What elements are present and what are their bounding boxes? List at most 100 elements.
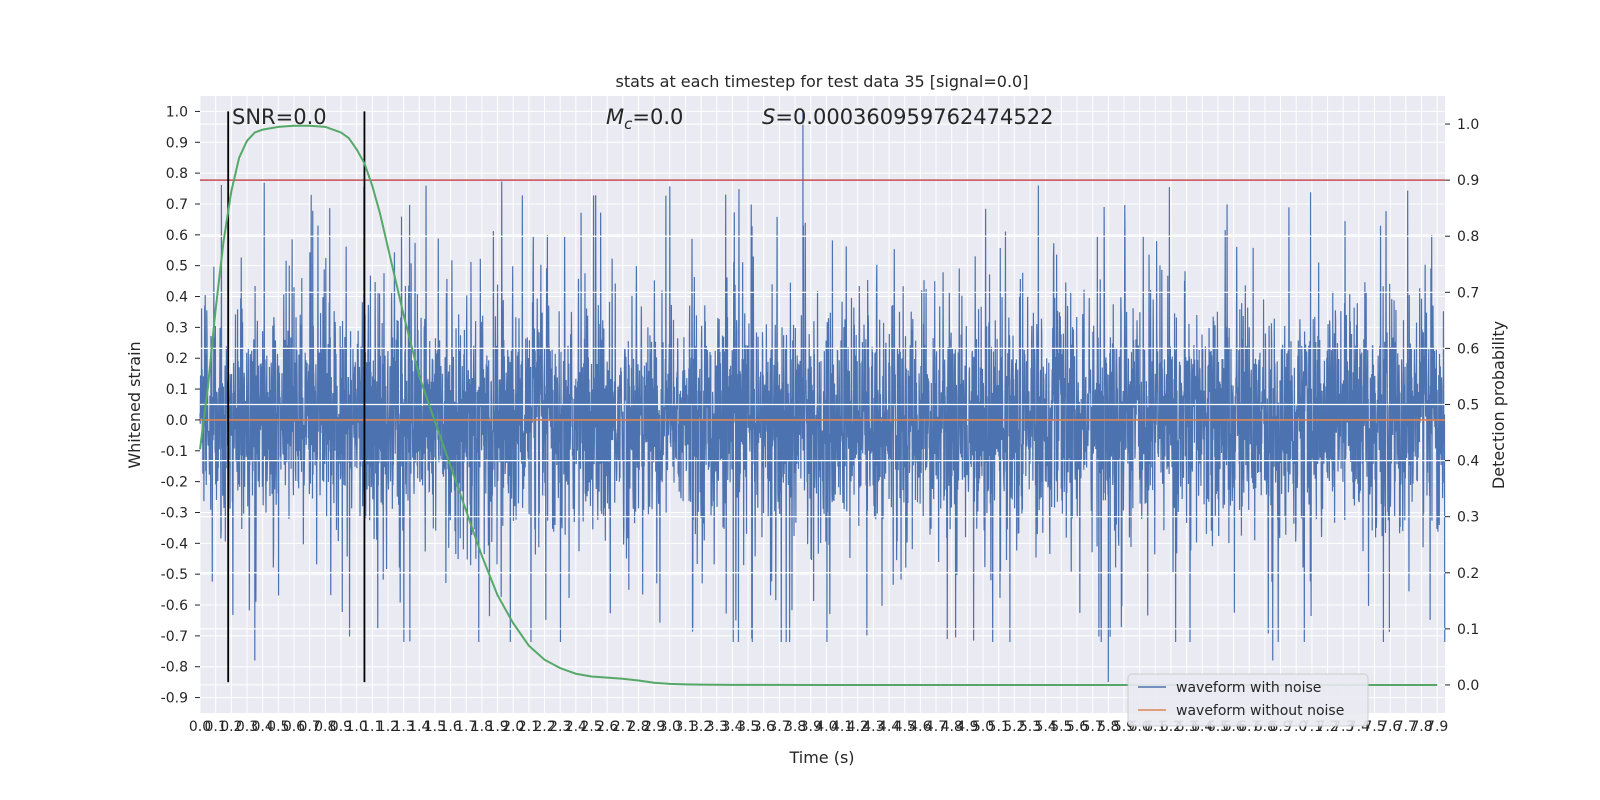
x-tick-label: 3.9 <box>800 719 822 735</box>
x-tick-label: 0.5 <box>267 719 289 735</box>
x-tick-label: 2.8 <box>627 719 649 735</box>
x-tick-label: 4.5 <box>894 719 916 735</box>
x-tick-label: 3.5 <box>737 719 759 735</box>
y-tick-label: 0.6 <box>166 228 188 244</box>
annotation-mc-symbol: M <box>606 105 624 129</box>
x-tick-label: 1.4 <box>408 719 430 735</box>
x-tick-label: 4.0 <box>815 719 837 735</box>
x-tick-label: 3.7 <box>768 719 790 735</box>
x-tick-label: 1.1 <box>361 719 383 735</box>
x-tick-label: 3.4 <box>721 719 743 735</box>
x-tick-label: 7.9 <box>1426 719 1448 735</box>
y2-tick-label: 0.6 <box>1457 341 1479 357</box>
x-tick-label: 7.8 <box>1410 719 1432 735</box>
y-tick-label: 0.4 <box>166 290 188 306</box>
x-tick-label: 0.4 <box>252 719 274 735</box>
x-tick-label: 5.7 <box>1082 719 1104 735</box>
y-tick-label: -0.4 <box>161 536 188 552</box>
y-tick-label: 0.9 <box>166 135 188 151</box>
x-tick-label: 0.2 <box>220 719 242 735</box>
legend-label-clean: waveform without noise <box>1176 703 1344 719</box>
legend-box <box>1127 673 1369 727</box>
y-axis-title: Whitened strain <box>125 341 144 468</box>
annotation-s: S=0.000360959762474522 <box>762 105 1053 129</box>
y-tick-label: 0.7 <box>166 197 188 213</box>
y-tick-label: -0.7 <box>161 629 188 645</box>
y-tick-label: -0.2 <box>161 475 188 491</box>
overlay-lines <box>199 111 1445 686</box>
x-tick-label: 1.9 <box>486 719 508 735</box>
x-tick-label: 0.8 <box>314 719 336 735</box>
x-tick-label: 4.2 <box>847 719 869 735</box>
y-tick-label: -0.8 <box>161 660 188 676</box>
y-tick-label: -0.6 <box>161 598 188 614</box>
x-tick-label: 0.1 <box>205 719 227 735</box>
x-tick-label: 5.1 <box>988 719 1010 735</box>
x-tick-label: 2.7 <box>612 719 634 735</box>
noise-series <box>199 111 1446 683</box>
x-axis-title: Time (s) <box>788 748 854 767</box>
y-tick-label: 1.0 <box>166 104 188 120</box>
y2-tick-label: 0.5 <box>1457 398 1479 414</box>
y2-tick-label: 0.7 <box>1457 285 1479 301</box>
x-tick-label: 2.4 <box>565 719 587 735</box>
y-tick-label: -0.5 <box>161 567 188 583</box>
y-tick-label: 0.5 <box>166 259 188 275</box>
x-tick-label: 7.7 <box>1395 719 1417 735</box>
y-tick-label: -0.3 <box>161 505 188 521</box>
x-tick-label: 4.6 <box>909 719 931 735</box>
x-tick-label: 5.0 <box>972 719 994 735</box>
annotation-s-value: =0.000360959762474522 <box>775 105 1053 129</box>
x-tick-label: 1.5 <box>424 719 446 735</box>
x-tick-label: 1.2 <box>377 719 399 735</box>
x-tick-label: 7.6 <box>1379 719 1401 735</box>
y-tick-label: 0.3 <box>166 320 188 336</box>
y2-tick-label: 1.0 <box>1457 117 1479 133</box>
y2-tick-label: 0.2 <box>1457 566 1479 582</box>
x-tick-label: 5.3 <box>1019 719 1041 735</box>
x-tick-label: 3.8 <box>784 719 806 735</box>
y2-tick-label: 0.8 <box>1457 229 1479 245</box>
x-tick-label: 0.7 <box>298 719 320 735</box>
annotation-snr: SNR=0.0 <box>232 105 327 129</box>
x-tick-label: 1.3 <box>392 719 414 735</box>
x-tick-label: 5.5 <box>1050 719 1072 735</box>
x-tick-label: 2.0 <box>502 719 524 735</box>
legend-label-noise: waveform with noise <box>1176 680 1321 696</box>
x-tick-label: 4.9 <box>956 719 978 735</box>
y-tick-label: -0.9 <box>161 691 188 707</box>
x-tick-label: 2.5 <box>580 719 602 735</box>
y2-tick-label: 0.1 <box>1457 622 1479 638</box>
annotation-mc: Mc=0.0 <box>606 105 683 133</box>
x-tick-label: 2.1 <box>518 719 540 735</box>
x-tick-label: 1.6 <box>439 719 461 735</box>
x-tick-label: 4.7 <box>925 719 947 735</box>
chart-title: stats at each timestep for test data 35 … <box>616 72 1029 91</box>
x-tick-label: 5.8 <box>1097 719 1119 735</box>
x-tick-label: 2.6 <box>596 719 618 735</box>
x-tick-label: 4.1 <box>831 719 853 735</box>
annotation-mc-value: =0.0 <box>632 105 683 129</box>
noise-waveform-line <box>199 111 1446 683</box>
x-tick-label: 3.1 <box>674 719 696 735</box>
x-tick-label: 3.6 <box>753 719 775 735</box>
y2-axis-title: Detection probability <box>1489 321 1508 489</box>
x-tick-label: 1.7 <box>455 719 477 735</box>
x-tick-label: 4.8 <box>941 719 963 735</box>
tick-labels: 0.00.10.20.30.40.50.60.70.80.91.01.11.21… <box>161 104 1480 735</box>
legend: waveform with noise waveform without noi… <box>1127 673 1369 727</box>
x-tick-label: 1.8 <box>471 719 493 735</box>
y2-tick-label: 0.4 <box>1457 454 1479 470</box>
x-tick-label: 4.3 <box>862 719 884 735</box>
x-tick-label: 0.0 <box>189 719 211 735</box>
x-tick-label: 1.0 <box>345 719 367 735</box>
annotation-s-symbol: S <box>762 105 775 129</box>
x-tick-label: 2.2 <box>533 719 555 735</box>
x-tick-label: 5.2 <box>1003 719 1025 735</box>
x-tick-label: 3.3 <box>706 719 728 735</box>
y2-tick-label: 0.0 <box>1457 678 1479 694</box>
x-tick-label: 0.9 <box>330 719 352 735</box>
x-tick-label: 7.5 <box>1363 719 1385 735</box>
